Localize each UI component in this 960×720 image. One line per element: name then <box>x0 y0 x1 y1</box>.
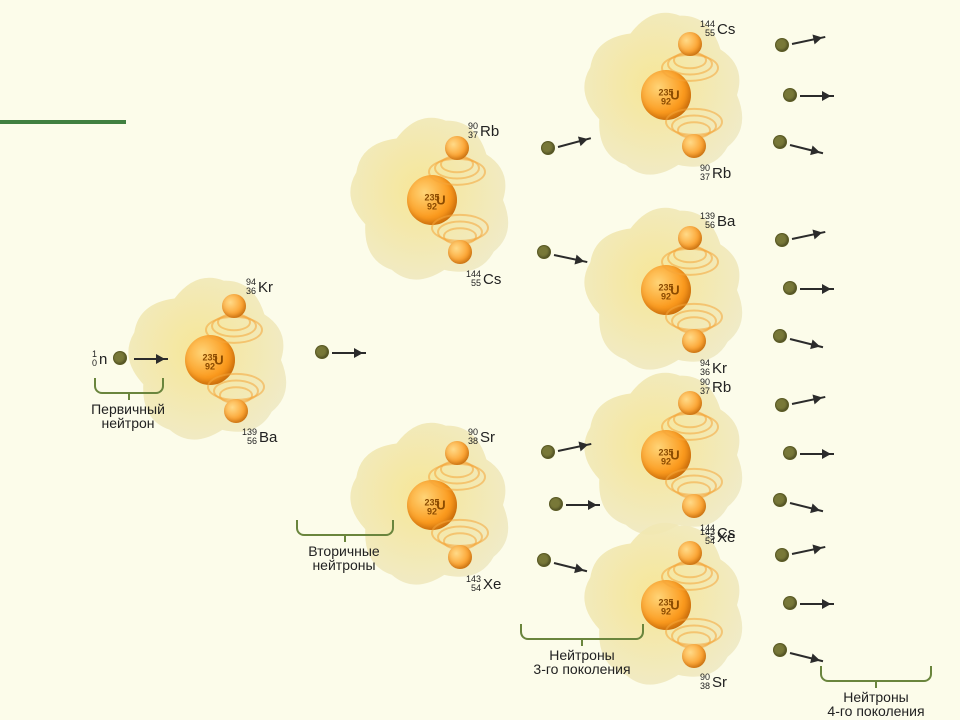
neutron-arrow <box>792 36 826 45</box>
fission-fragment <box>445 136 469 160</box>
neutron <box>538 246 550 258</box>
uranium-label: 235 92 U <box>418 499 445 512</box>
motion-ripple <box>431 214 489 242</box>
generation-brace <box>820 666 932 682</box>
fission-fragment <box>678 226 702 250</box>
motion-ripple <box>207 373 265 401</box>
generation-caption-primary: Первичныйнейтрон <box>91 402 165 430</box>
motion-ripple <box>665 468 723 496</box>
isotope-label-Sr90: 9038Sr <box>700 673 727 691</box>
isotope-label-n: 10n <box>92 350 107 368</box>
fission-fragment <box>682 644 706 668</box>
neutron <box>776 234 788 246</box>
neutron-arrow <box>792 231 826 240</box>
neutron-arrow <box>790 144 823 154</box>
neutron-arrow <box>566 504 600 506</box>
motion-ripple <box>661 248 719 276</box>
neutron <box>784 447 796 459</box>
neutron-arrow <box>792 546 826 555</box>
neutron-arrow <box>790 338 823 348</box>
generation-caption-gen3: Нейтроны3-го поколения <box>533 648 630 676</box>
neutron <box>538 554 550 566</box>
neutron <box>774 644 786 656</box>
isotope-label-Ba139: 13956Ba <box>242 428 277 446</box>
neutron <box>776 549 788 561</box>
neutron <box>784 89 796 101</box>
uranium-label: 235 92 U <box>652 89 679 102</box>
isotope-label-Cs144: 14455Cs <box>466 270 501 288</box>
neutron-arrow <box>134 358 168 360</box>
fission-fragment <box>682 134 706 158</box>
isotope-label-Ba139: 13956Ba <box>700 212 735 230</box>
generation-caption-secondary: Вторичныенейтроны <box>308 544 379 572</box>
neutron <box>542 446 554 458</box>
generation-brace <box>296 520 394 536</box>
generation-brace <box>94 378 164 394</box>
neutron-arrow <box>792 396 826 405</box>
neutron <box>542 142 554 154</box>
neutron-arrow <box>800 95 834 97</box>
motion-ripple <box>665 618 723 646</box>
generation-caption-gen4: Нейтроны4-го поколения <box>827 690 924 718</box>
neutron <box>784 597 796 609</box>
neutron-arrow <box>332 352 366 354</box>
neutron <box>776 399 788 411</box>
uranium-label: 235 92 U <box>652 284 679 297</box>
fission-fragment <box>222 294 246 318</box>
motion-ripple <box>205 316 263 344</box>
isotope-label-Rb90: 9037Rb <box>468 122 499 140</box>
fission-fragment <box>445 441 469 465</box>
neutron <box>550 498 562 510</box>
neutron <box>774 494 786 506</box>
isotope-label-Rb90: 9037Rb <box>700 164 731 182</box>
motion-ripple <box>661 563 719 591</box>
uranium-label: 235 92 U <box>196 354 223 367</box>
motion-ripple <box>661 413 719 441</box>
neutron-primary <box>114 352 126 364</box>
generation-brace <box>520 624 644 640</box>
fission-fragment <box>678 32 702 56</box>
neutron-arrow <box>800 288 834 290</box>
fission-fragment <box>448 240 472 264</box>
motion-ripple <box>665 303 723 331</box>
uranium-label: 235 92 U <box>418 194 445 207</box>
neutron <box>316 346 328 358</box>
neutron-arrow <box>800 453 834 455</box>
neutron <box>774 330 786 342</box>
motion-ripple <box>428 463 486 491</box>
diagram-stage: 235 92 U 9436Kr 13956Ba 235 92 U 9037Rb … <box>0 0 960 720</box>
isotope-label-Sr90: 9038Sr <box>468 428 495 446</box>
neutron <box>776 39 788 51</box>
motion-ripple <box>428 158 486 186</box>
uranium-label: 235 92 U <box>652 449 679 462</box>
fission-fragment <box>448 545 472 569</box>
motion-ripple <box>431 519 489 547</box>
neutron <box>784 282 796 294</box>
uranium-label: 235 92 U <box>652 599 679 612</box>
slide-accent-bar <box>0 120 126 124</box>
neutron-arrow <box>800 603 834 605</box>
neutron <box>774 136 786 148</box>
motion-ripple <box>661 54 719 82</box>
isotope-label-Cs144: 14455Cs <box>700 20 735 38</box>
neutron-arrow <box>790 652 823 662</box>
fission-fragment <box>678 541 702 565</box>
neutron-arrow <box>790 502 823 512</box>
isotope-label-Kr94: 9436Kr <box>246 278 273 296</box>
fission-fragment <box>678 391 702 415</box>
isotope-label-Xe143: 14354Xe <box>700 528 735 546</box>
fission-fragment <box>682 329 706 353</box>
isotope-label-Xe143: 14354Xe <box>466 575 501 593</box>
motion-ripple <box>665 108 723 136</box>
isotope-label-Rb90: 9037Rb <box>700 378 731 396</box>
fission-fragment <box>224 399 248 423</box>
